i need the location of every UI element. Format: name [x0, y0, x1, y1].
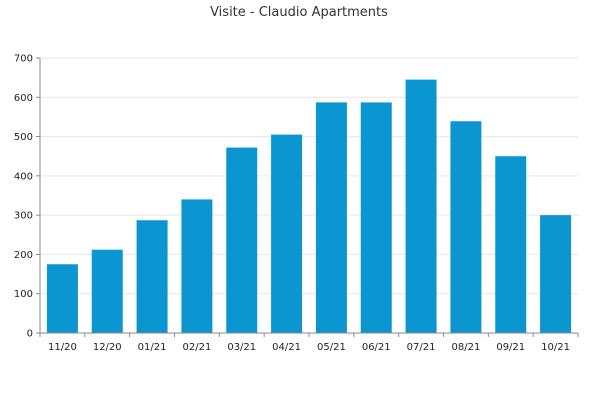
- x-tick-label: 08/21: [452, 342, 481, 353]
- x-tick-label: 03/21: [227, 342, 256, 353]
- x-tick-label: 02/21: [183, 342, 212, 353]
- bar-06-21: [360, 102, 392, 334]
- bar-01-21: [136, 220, 168, 333]
- bars: [46, 79, 572, 334]
- bar-10-21: [540, 215, 572, 333]
- y-axis-ticks: 0 100 200 300 400 500 600 700: [14, 54, 40, 340]
- x-axis-ticks: 11/20 12/20 01/21 02/21 03/21 04/21 05/21 06/21…: [39, 333, 579, 353]
- bar-03-21: [226, 147, 258, 333]
- y-tick-label: 300: [14, 211, 33, 222]
- y-tick-label: 400: [14, 171, 33, 182]
- y-tick-label: 500: [14, 132, 33, 143]
- bar-07-21: [405, 79, 437, 333]
- bar-09-21: [495, 156, 527, 333]
- y-tick-label: 100: [14, 289, 33, 300]
- x-tick-label: 07/21: [407, 342, 436, 353]
- y-tick-label: 700: [14, 54, 33, 65]
- bar-11-20: [46, 264, 78, 333]
- chart-title: Visite - Claudio Apartments: [210, 5, 388, 20]
- y-tick-label: 0: [27, 329, 33, 340]
- x-tick-label: 12/20: [93, 342, 122, 353]
- bar-02-21: [181, 199, 213, 333]
- x-tick-label: 06/21: [362, 342, 391, 353]
- x-tick-label: 04/21: [272, 342, 301, 353]
- bar-05-21: [315, 102, 347, 334]
- y-tick-label: 600: [14, 93, 33, 104]
- x-tick-label: 11/20: [48, 342, 77, 353]
- bar-12-20: [91, 249, 123, 333]
- grid-lines: [40, 57, 578, 295]
- x-tick-label: 01/21: [138, 342, 167, 353]
- x-tick-label: 10/21: [541, 342, 570, 353]
- bar-04-21: [271, 134, 303, 333]
- x-tick-label: 09/21: [496, 342, 525, 353]
- y-tick-label: 200: [14, 250, 33, 261]
- x-tick-label: 05/21: [317, 342, 346, 353]
- bar-08-21: [450, 121, 482, 333]
